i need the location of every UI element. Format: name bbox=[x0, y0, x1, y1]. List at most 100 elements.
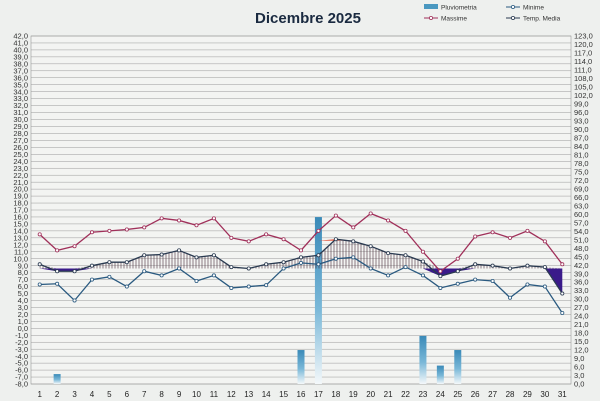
y-left-tick-label: 16,0 bbox=[13, 213, 28, 222]
rain-bar bbox=[53, 374, 61, 384]
series-point bbox=[264, 232, 269, 237]
series-point bbox=[525, 228, 530, 233]
x-tick-label: 3 bbox=[72, 390, 77, 399]
y-right-tick-label: 96,0 bbox=[574, 108, 589, 117]
series-point bbox=[107, 228, 112, 233]
legend: Pluviometria Minime Massime Temp. Media bbox=[424, 4, 561, 22]
y-left-tick-label: 28,0 bbox=[13, 129, 28, 138]
y-right-tick-label: 120,0 bbox=[574, 40, 593, 49]
y-left-tick-label: 25,0 bbox=[13, 150, 28, 159]
series-point bbox=[508, 295, 513, 300]
series-point bbox=[403, 253, 408, 258]
series-point bbox=[473, 277, 478, 282]
y-left-tick-label: 3,0 bbox=[18, 303, 28, 312]
y-left-tick-label: 7,0 bbox=[18, 275, 28, 284]
series-point bbox=[281, 266, 286, 271]
y-left-tick-label: 30,0 bbox=[13, 115, 28, 124]
series-point bbox=[298, 248, 303, 253]
x-tick-label: 31 bbox=[558, 390, 567, 399]
legend-marker bbox=[510, 5, 515, 10]
y-left-tick-label: -8,0 bbox=[15, 380, 28, 389]
y-right-tick-label: 9,0 bbox=[574, 354, 584, 363]
y-right-tick-label: 69,0 bbox=[574, 184, 589, 193]
series-point bbox=[420, 249, 425, 254]
series-point bbox=[211, 253, 216, 258]
y-left-tick-label: 41,0 bbox=[13, 39, 28, 48]
series-point bbox=[37, 232, 42, 237]
y-left-tick-label: 24,0 bbox=[13, 157, 28, 166]
series-point bbox=[89, 263, 94, 268]
y-right-tick-label: 123,0 bbox=[574, 32, 593, 41]
y-left-tick-label: 21,0 bbox=[13, 178, 28, 187]
x-tick-label: 19 bbox=[349, 390, 358, 399]
series-point bbox=[316, 262, 321, 267]
y-left-tick-label: 36,0 bbox=[13, 73, 28, 82]
x-tick-label: 5 bbox=[107, 390, 112, 399]
x-tick-label: 17 bbox=[314, 390, 323, 399]
y-left-tick-label: 33,0 bbox=[13, 94, 28, 103]
series-point bbox=[211, 273, 216, 278]
x-tick-label: 16 bbox=[297, 390, 306, 399]
series-point bbox=[142, 225, 147, 230]
x-tick-label: 25 bbox=[453, 390, 462, 399]
y-right-tick-label: 18,0 bbox=[574, 329, 589, 338]
series-point bbox=[281, 237, 286, 242]
legend-label: Massime bbox=[441, 15, 467, 22]
y-left-tick-label: 14,0 bbox=[13, 226, 28, 235]
x-tick-label: 30 bbox=[540, 390, 549, 399]
series-point bbox=[542, 284, 547, 289]
hatch-fill bbox=[39, 240, 563, 269]
y-left-tick-label: 4,0 bbox=[18, 296, 28, 305]
y-right-tick-label: 45,0 bbox=[574, 252, 589, 261]
y-right-tick-label: 72,0 bbox=[574, 176, 589, 185]
series-point bbox=[264, 283, 269, 288]
x-tick-label: 1 bbox=[37, 390, 42, 399]
x-tick-label: 18 bbox=[331, 390, 340, 399]
x-tick-label: 28 bbox=[506, 390, 515, 399]
y-axis-right: 123,0120,0117,0114,0111,0108,0105,0102,0… bbox=[574, 32, 593, 389]
series-point bbox=[194, 278, 199, 283]
legend-swatch bbox=[424, 4, 438, 9]
series-point bbox=[455, 269, 460, 274]
x-tick-label: 22 bbox=[401, 390, 410, 399]
rain-bar bbox=[297, 350, 305, 384]
x-tick-label: 6 bbox=[125, 390, 130, 399]
y-right-tick-label: 60,0 bbox=[574, 210, 589, 219]
series-point bbox=[490, 230, 495, 235]
y-right-tick-label: 87,0 bbox=[574, 133, 589, 142]
y-left-tick-label: 1,0 bbox=[18, 317, 28, 326]
rain-bar bbox=[436, 365, 444, 384]
chart-title: Dicembre 2025 bbox=[255, 10, 361, 27]
series-point bbox=[55, 248, 60, 253]
series-point bbox=[298, 260, 303, 265]
x-tick-label: 12 bbox=[227, 390, 236, 399]
series-point bbox=[560, 291, 565, 296]
y-left-tick-label: 34,0 bbox=[13, 87, 28, 96]
y-right-tick-label: 102,0 bbox=[574, 91, 593, 100]
anomaly-fills bbox=[39, 239, 563, 294]
series-point bbox=[490, 263, 495, 268]
y-left-tick-label: -2,0 bbox=[15, 338, 28, 347]
x-tick-label: 29 bbox=[523, 390, 532, 399]
y-left-tick-label: 9,0 bbox=[18, 261, 28, 270]
series-point bbox=[37, 282, 42, 287]
y-right-tick-label: 78,0 bbox=[574, 159, 589, 168]
y-right-tick-label: 24,0 bbox=[574, 312, 589, 321]
pluviometria-bars bbox=[53, 217, 462, 384]
series-point bbox=[124, 260, 129, 265]
x-tick-label: 20 bbox=[366, 390, 375, 399]
y-left-tick-label: 17,0 bbox=[13, 206, 28, 215]
y-right-tick-label: 99,0 bbox=[574, 100, 589, 109]
y-left-tick-label: 23,0 bbox=[13, 164, 28, 173]
y-right-tick-label: 114,0 bbox=[574, 57, 592, 66]
x-tick-label: 27 bbox=[488, 390, 497, 399]
y-right-tick-label: 12,0 bbox=[574, 346, 589, 355]
y-right-tick-label: 111,0 bbox=[574, 66, 592, 75]
y-left-tick-label: 29,0 bbox=[13, 122, 28, 131]
y-left-tick-label: -6,0 bbox=[15, 366, 28, 375]
y-left-tick-label: 10,0 bbox=[13, 254, 28, 263]
y-left-tick-label: -1,0 bbox=[15, 331, 28, 340]
series-point bbox=[142, 269, 147, 274]
legend-label: Minime bbox=[523, 4, 544, 11]
series-point bbox=[177, 266, 182, 271]
